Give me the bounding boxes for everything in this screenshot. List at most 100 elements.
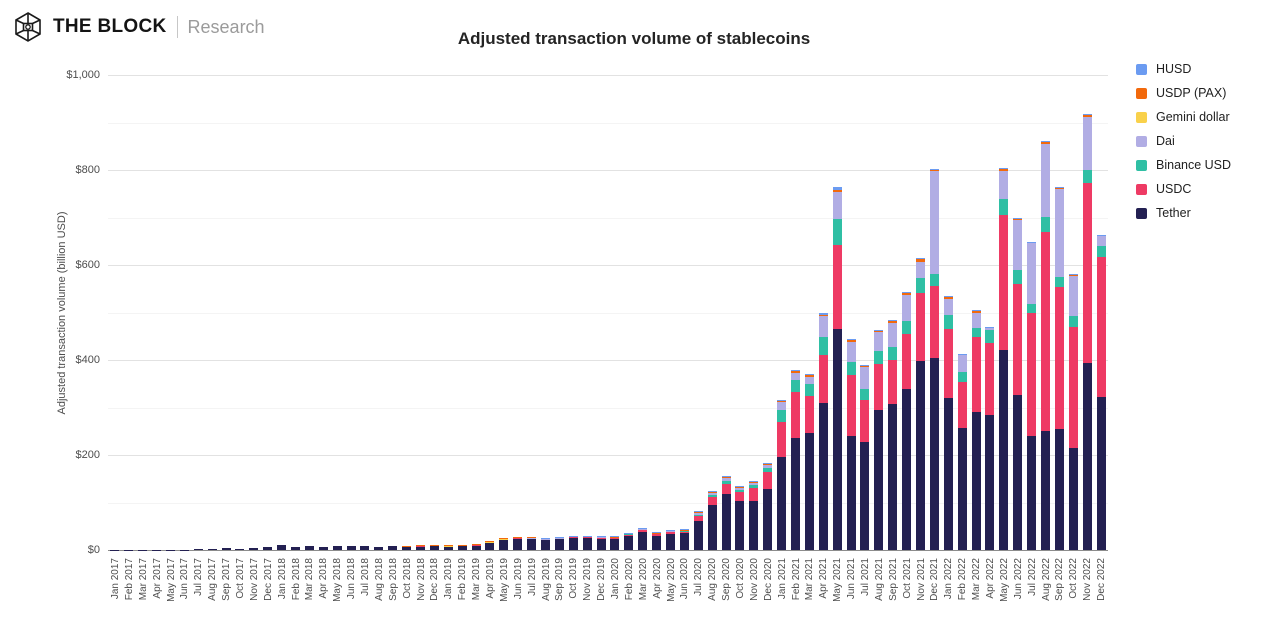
bar-mar-2018[interactable] <box>304 75 314 550</box>
legend-item-husd[interactable]: HUSD <box>1136 62 1231 76</box>
bar-segment-binance-usd[interactable] <box>804 384 814 397</box>
bar-nov-2019[interactable] <box>582 75 592 550</box>
bar-jul-2021[interactable] <box>860 75 870 550</box>
bar-mar-2022[interactable] <box>971 75 981 550</box>
bar-segment-dai[interactable] <box>874 331 884 351</box>
bar-may-2020[interactable] <box>666 75 675 550</box>
bar-segment-husd[interactable] <box>818 312 828 315</box>
bar-segment-tether[interactable] <box>221 548 231 550</box>
bar-segment-dai[interactable] <box>1041 144 1050 218</box>
bar-jul-2018[interactable] <box>360 75 370 550</box>
bar-segment-usdc[interactable] <box>679 531 689 534</box>
bar-segment-tether[interactable] <box>513 538 523 550</box>
bar-segment-dai[interactable] <box>846 341 856 362</box>
bar-jun-2020[interactable] <box>679 75 689 550</box>
bar-segment-tether[interactable] <box>818 402 828 550</box>
bar-segment-tether[interactable] <box>624 535 634 550</box>
bar-segment-tether[interactable] <box>888 403 898 550</box>
bar-segment-tether[interactable] <box>277 545 287 550</box>
bar-segment-usdc[interactable] <box>735 492 745 502</box>
bar-may-2017[interactable] <box>166 75 175 550</box>
bar-segment-dai[interactable] <box>943 299 953 316</box>
legend-item-usdp-pax-[interactable]: USDP (PAX) <box>1136 86 1231 100</box>
bar-segment-dai[interactable] <box>707 493 717 496</box>
bar-segment-binance-usd[interactable] <box>860 388 870 400</box>
bar-segment-tether[interactable] <box>1041 430 1050 550</box>
bar-segment-husd[interactable] <box>846 338 856 340</box>
bar-segment-tether[interactable] <box>916 360 925 550</box>
bar-segment-usdc[interactable] <box>943 328 953 399</box>
bar-segment-dai[interactable] <box>957 355 967 372</box>
bar-segment-binance-usd[interactable] <box>999 198 1009 216</box>
bar-segment-usdc[interactable] <box>860 399 870 442</box>
bar-segment-usdp-pax-[interactable] <box>943 296 953 300</box>
bar-segment-binance-usd[interactable] <box>1013 270 1023 284</box>
bar-segment-tether[interactable] <box>346 546 356 550</box>
bar-aug-2019[interactable] <box>541 75 550 550</box>
bar-segment-tether[interactable] <box>471 545 481 550</box>
bar-segment-tether[interactable] <box>554 539 564 550</box>
bar-apr-2021[interactable] <box>818 75 828 550</box>
bar-segment-tether[interactable] <box>318 546 328 550</box>
bar-segment-dai[interactable] <box>902 294 912 322</box>
bar-segment-husd[interactable] <box>693 511 703 512</box>
bar-segment-tether[interactable] <box>957 428 967 550</box>
bar-dec-2021[interactable] <box>929 75 939 550</box>
bar-segment-tether[interactable] <box>679 533 689 550</box>
bar-sep-2019[interactable] <box>554 75 564 550</box>
bar-segment-tether[interactable] <box>485 542 495 550</box>
bar-segment-tether[interactable] <box>693 520 703 550</box>
bar-jan-2019[interactable] <box>443 75 453 550</box>
bar-segment-dai[interactable] <box>735 487 745 491</box>
bar-segment-usdp-pax-[interactable] <box>846 339 856 342</box>
bar-segment-usdc[interactable] <box>916 292 925 361</box>
bar-segment-husd[interactable] <box>804 374 814 376</box>
bar-segment-binance-usd[interactable] <box>749 485 759 488</box>
bar-dec-2019[interactable] <box>596 75 606 550</box>
bar-segment-usdc[interactable] <box>888 360 898 404</box>
bar-oct-2022[interactable] <box>1068 75 1078 550</box>
bar-jun-2018[interactable] <box>346 75 356 550</box>
bar-segment-usdp-pax-[interactable] <box>1054 187 1064 190</box>
bar-may-2018[interactable] <box>332 75 342 550</box>
bar-segment-usdc[interactable] <box>791 391 800 439</box>
bar-segment-usdc[interactable] <box>1013 283 1023 396</box>
bar-segment-tether[interactable] <box>860 441 870 550</box>
bar-segment-binance-usd[interactable] <box>832 219 842 245</box>
bar-segment-tether[interactable] <box>263 546 273 550</box>
bar-segment-dai[interactable] <box>818 316 828 337</box>
bar-segment-tether[interactable] <box>846 436 856 550</box>
bar-jan-2021[interactable] <box>777 75 787 550</box>
bar-segment-tether[interactable] <box>1068 447 1078 550</box>
bar-segment-dai[interactable] <box>888 323 898 348</box>
bar-segment-usdp-pax-[interactable] <box>693 511 703 513</box>
bar-segment-binance-usd[interactable] <box>721 481 731 484</box>
bar-dec-2018[interactable] <box>429 75 439 550</box>
bar-segment-husd[interactable] <box>735 486 745 488</box>
bar-segment-usdp-pax-[interactable] <box>791 370 800 373</box>
bar-segment-tether[interactable] <box>332 545 342 550</box>
bar-segment-binance-usd[interactable] <box>888 347 898 361</box>
bar-feb-2020[interactable] <box>624 75 634 550</box>
bar-oct-2018[interactable] <box>402 75 412 550</box>
bar-segment-usdc[interactable] <box>985 342 995 416</box>
bar-segment-tether[interactable] <box>832 329 842 550</box>
bar-segment-tether[interactable] <box>874 409 884 550</box>
bar-oct-2017[interactable] <box>235 75 245 550</box>
bar-aug-2018[interactable] <box>374 75 384 550</box>
bar-segment-tether[interactable] <box>235 548 245 550</box>
bar-segment-binance-usd[interactable] <box>791 379 800 392</box>
bar-segment-tether[interactable] <box>360 546 370 550</box>
bar-segment-binance-usd[interactable] <box>777 409 787 423</box>
bar-segment-husd[interactable] <box>721 475 731 478</box>
bar-segment-binance-usd[interactable] <box>818 336 828 356</box>
bar-segment-usdp-pax-[interactable] <box>1096 235 1106 237</box>
bar-sep-2021[interactable] <box>888 75 898 550</box>
bar-feb-2021[interactable] <box>791 75 800 550</box>
bar-segment-tether[interactable] <box>971 411 981 550</box>
bar-nov-2017[interactable] <box>249 75 259 550</box>
bar-segment-usdp-pax-[interactable] <box>1027 242 1037 244</box>
bar-segment-usdc[interactable] <box>902 333 912 389</box>
bar-segment-usdp-pax-[interactable] <box>832 190 842 192</box>
bar-sep-2017[interactable] <box>221 75 231 550</box>
